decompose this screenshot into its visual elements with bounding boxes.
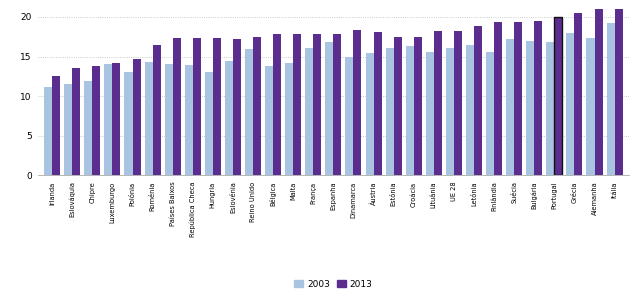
- Bar: [305, 48, 313, 175]
- Bar: [434, 31, 442, 175]
- Bar: [205, 72, 213, 175]
- Bar: [44, 87, 52, 175]
- Bar: [426, 52, 434, 175]
- Bar: [164, 64, 173, 175]
- Bar: [225, 61, 233, 175]
- Bar: [514, 22, 522, 175]
- Bar: [606, 23, 615, 175]
- Bar: [534, 21, 542, 175]
- Bar: [133, 59, 140, 175]
- Bar: [373, 32, 382, 175]
- Bar: [345, 56, 354, 175]
- Bar: [72, 68, 80, 175]
- Bar: [594, 8, 603, 175]
- Bar: [394, 37, 402, 175]
- Bar: [575, 13, 582, 175]
- Bar: [587, 38, 594, 175]
- Bar: [566, 33, 575, 175]
- Bar: [112, 63, 121, 175]
- Bar: [104, 64, 112, 175]
- Bar: [245, 50, 253, 175]
- Bar: [385, 48, 394, 175]
- Bar: [494, 22, 502, 175]
- Bar: [546, 42, 554, 175]
- Bar: [406, 46, 414, 175]
- Bar: [366, 53, 373, 175]
- Bar: [265, 66, 273, 175]
- Bar: [333, 34, 342, 175]
- Bar: [233, 39, 241, 175]
- Legend: 2003, 2013: 2003, 2013: [291, 276, 376, 292]
- Bar: [466, 45, 474, 175]
- Bar: [486, 52, 494, 175]
- Bar: [554, 17, 563, 175]
- Bar: [354, 31, 361, 175]
- Bar: [253, 37, 261, 175]
- Bar: [554, 17, 563, 175]
- Bar: [526, 41, 534, 175]
- Bar: [124, 72, 133, 175]
- Bar: [92, 66, 100, 175]
- Bar: [454, 31, 462, 175]
- Bar: [293, 34, 301, 175]
- Bar: [173, 38, 181, 175]
- Bar: [615, 6, 623, 175]
- Bar: [64, 84, 72, 175]
- Bar: [273, 34, 281, 175]
- Bar: [313, 34, 321, 175]
- Bar: [145, 62, 152, 175]
- Bar: [84, 81, 92, 175]
- Bar: [213, 38, 221, 175]
- Bar: [325, 42, 333, 175]
- Bar: [506, 39, 514, 175]
- Bar: [285, 63, 293, 175]
- Bar: [414, 37, 422, 175]
- Bar: [152, 45, 161, 175]
- Bar: [185, 65, 193, 175]
- Bar: [474, 26, 482, 175]
- Bar: [446, 48, 454, 175]
- Bar: [193, 38, 201, 175]
- Bar: [52, 76, 60, 175]
